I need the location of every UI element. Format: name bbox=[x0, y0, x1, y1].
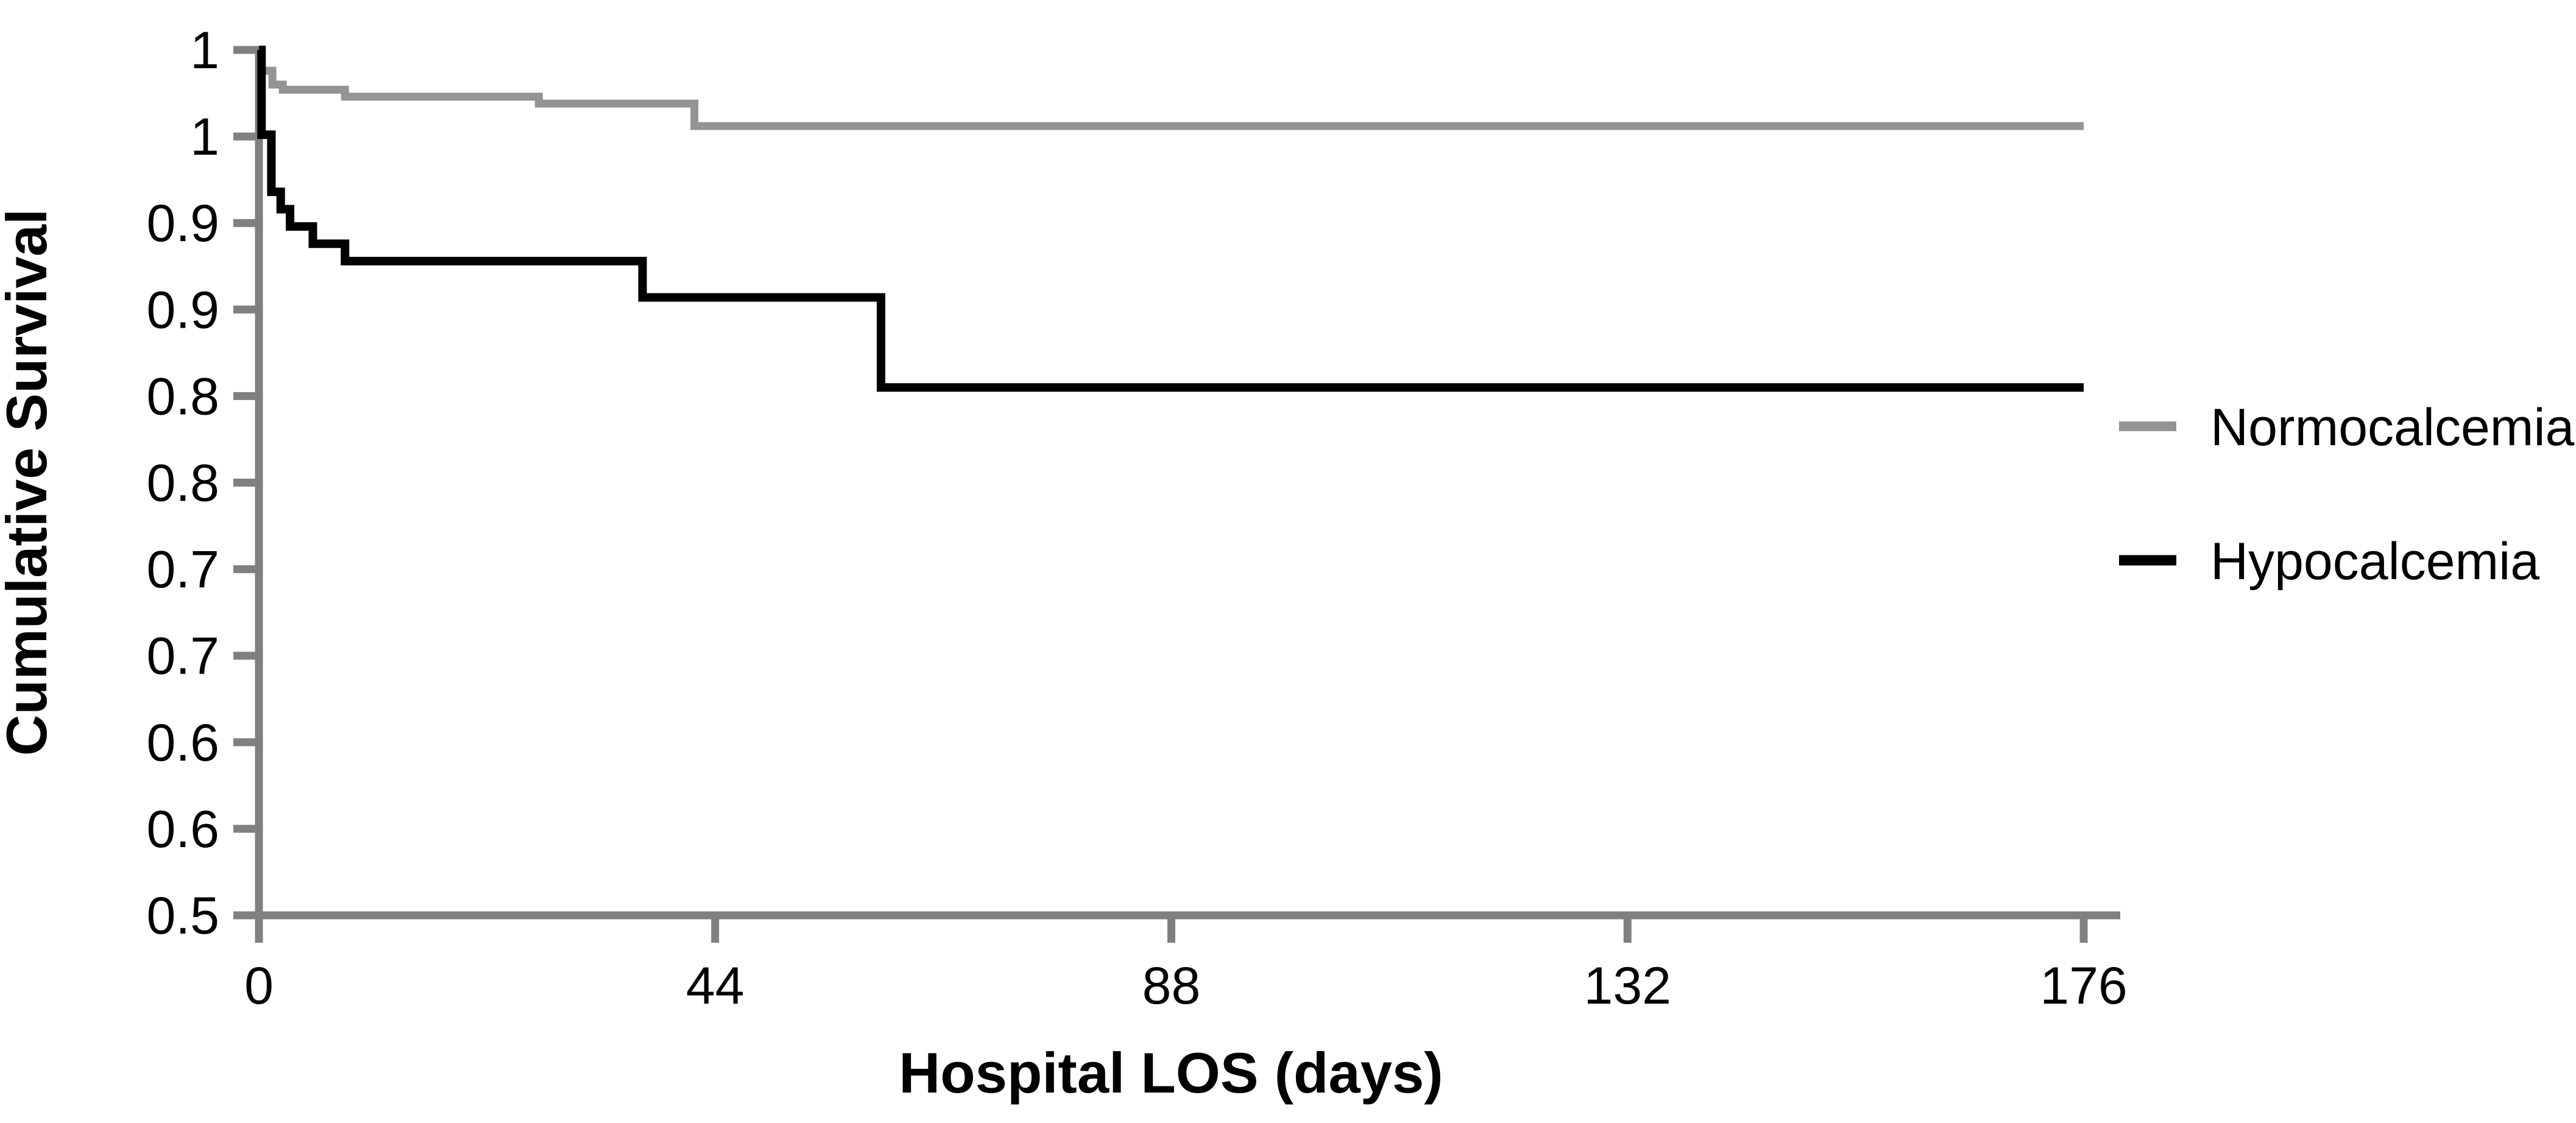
y-tick-label: 0.5 bbox=[146, 887, 219, 945]
legend-label-normocalcemia: Normocalcemia bbox=[2210, 398, 2575, 457]
y-tick-label: 0.8 bbox=[146, 367, 219, 426]
y-tick-label: 0.9 bbox=[146, 194, 219, 253]
y-axis-title: Cumulative Survival bbox=[0, 209, 58, 756]
x-tick-label: 0 bbox=[244, 957, 274, 1015]
x-tick-label: 132 bbox=[1584, 957, 1672, 1015]
legend-item-hypocalcemia: Hypocalcemia bbox=[2119, 532, 2539, 591]
y-tick-label: 0.6 bbox=[146, 714, 219, 772]
series-curves bbox=[257, 46, 2084, 392]
legend: Normocalcemia Hypocalcemia bbox=[2119, 398, 2575, 591]
y-tick-label: 0.9 bbox=[146, 281, 219, 339]
y-tick-label: 0.7 bbox=[146, 627, 219, 686]
axes: 1 1 0.9 0.9 0.8 0.8 0.7 0.7 0.6 0.6 0.5 0 44 88 132 176 bbox=[146, 21, 2127, 1015]
x-tick-label: 176 bbox=[2040, 957, 2128, 1015]
y-tick-label: 1 bbox=[190, 108, 219, 166]
normocalcemia-curve bbox=[257, 46, 2084, 130]
y-tick-label: 1 bbox=[190, 21, 219, 80]
legend-label-hypocalcemia: Hypocalcemia bbox=[2210, 532, 2539, 591]
x-tick-label: 44 bbox=[686, 957, 745, 1015]
hypocalcemia-curve bbox=[257, 46, 2084, 392]
legend-item-normocalcemia: Normocalcemia bbox=[2119, 398, 2575, 457]
y-tick-label: 0.8 bbox=[146, 454, 219, 513]
x-axis-title: Hospital LOS (days) bbox=[899, 1041, 1443, 1105]
y-tick-label: 0.6 bbox=[146, 800, 219, 859]
x-tick-label: 88 bbox=[1142, 957, 1201, 1015]
y-tick-label: 0.7 bbox=[146, 541, 219, 599]
